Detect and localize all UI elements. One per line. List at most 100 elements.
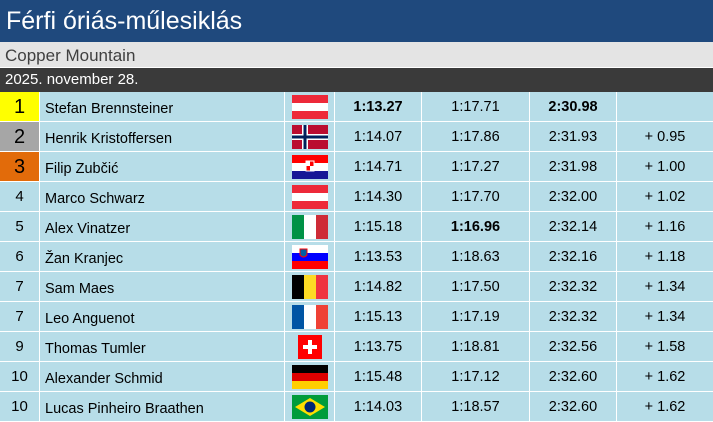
flag: [291, 244, 328, 269]
name: Marco Schwarz: [40, 182, 285, 212]
difference: + 1.00: [617, 152, 713, 182]
total: 2:32.00: [530, 182, 617, 212]
flag-cell: [285, 242, 335, 272]
run-2: 1:18.63: [422, 242, 530, 272]
rank: 2: [0, 122, 40, 152]
result-row: 5 Alex Vinatzer 1:15.18 1:16.96 2:32.14 + 1.1…: [0, 212, 713, 242]
result-row: 7 Sam Maes 1:14.82 1:17.50 2:32.32 + 1.34: [0, 272, 713, 302]
name: Žan Kranjec: [40, 242, 285, 272]
rank: 7: [0, 302, 40, 332]
total: 2:31.93: [530, 122, 617, 152]
total: 2:32.60: [530, 362, 617, 392]
rank: 7: [0, 272, 40, 302]
result-row: 4 Marco Schwarz 1:14.30 1:17.70 2:32.00 + 1.0…: [0, 182, 713, 212]
flag: [291, 94, 328, 119]
difference: + 1.34: [617, 302, 713, 332]
flag-cell: [285, 152, 335, 182]
result-row: 10 Lucas Pinheiro Braathen 1:14.03 1:18.57 2…: [0, 392, 713, 422]
flag: [291, 274, 328, 299]
flag: [291, 304, 328, 329]
difference: + 1.34: [617, 272, 713, 302]
total: 2:32.16: [530, 242, 617, 272]
run-2: 1:17.71: [422, 92, 530, 122]
name: Sam Maes: [40, 272, 285, 302]
results-table: 1 Stefan Brennsteiner 1:13.27 1:17.71 2:30.9…: [0, 92, 713, 422]
total: 2:32.56: [530, 332, 617, 362]
difference: [617, 92, 713, 122]
run-2: 1:18.81: [422, 332, 530, 362]
difference: + 1.62: [617, 392, 713, 422]
run-1: 1:14.82: [335, 272, 422, 302]
total: 2:32.32: [530, 272, 617, 302]
flag-cell: [285, 92, 335, 122]
run-1: 1:14.07: [335, 122, 422, 152]
run-2: 1:18.57: [422, 392, 530, 422]
difference: + 0.95: [617, 122, 713, 152]
run-1: 1:15.13: [335, 302, 422, 332]
flag: [291, 394, 328, 419]
difference: + 1.58: [617, 332, 713, 362]
flag-cell: [285, 122, 335, 152]
rank: 1: [0, 92, 40, 122]
run-2: 1:17.19: [422, 302, 530, 332]
result-row: 7 Leo Anguenot 1:15.13 1:17.19 2:32.32 + 1.34: [0, 302, 713, 332]
flag: [291, 214, 328, 239]
flag: [291, 154, 328, 179]
rank: 4: [0, 182, 40, 212]
run-2: 1:17.86: [422, 122, 530, 152]
rank: 10: [0, 392, 40, 422]
run-1: 1:15.48: [335, 362, 422, 392]
name: Alex Vinatzer: [40, 212, 285, 242]
run-1: 1:13.75: [335, 332, 422, 362]
flag: [291, 184, 328, 209]
run-2: 1:17.12: [422, 362, 530, 392]
name: Filip Zubčić: [40, 152, 285, 182]
run-2: 1:17.70: [422, 182, 530, 212]
run-2: 1:17.50: [422, 272, 530, 302]
run-1: 1:14.71: [335, 152, 422, 182]
name: Leo Anguenot: [40, 302, 285, 332]
name: Henrik Kristoffersen: [40, 122, 285, 152]
name: Alexander Schmid: [40, 362, 285, 392]
rank: 9: [0, 332, 40, 362]
run-1: 1:15.18: [335, 212, 422, 242]
result-row: 3 Filip Zubčić 1:14.71 1:17.27 2:31.98 + 1.00: [0, 152, 713, 182]
date: 2025. november 28.: [0, 68, 713, 92]
flag-cell: [285, 272, 335, 302]
subtitle: Copper Mountain: [0, 42, 713, 68]
flag-cell: [285, 182, 335, 212]
flag-cell: [285, 332, 335, 362]
difference: + 1.02: [617, 182, 713, 212]
flag: [297, 334, 322, 359]
flag-cell: [285, 392, 335, 422]
difference: + 1.62: [617, 362, 713, 392]
run-1: 1:14.03: [335, 392, 422, 422]
run-1: 1:13.27: [335, 92, 422, 122]
rank: 3: [0, 152, 40, 182]
rank: 6: [0, 242, 40, 272]
flag-cell: [285, 212, 335, 242]
rank: 5: [0, 212, 40, 242]
run-1: 1:13.53: [335, 242, 422, 272]
result-row: 10 Alexander Schmid 1:15.48 1:17.12 2:32.60 +…: [0, 362, 713, 392]
total: 2:32.14: [530, 212, 617, 242]
run-1: 1:14.30: [335, 182, 422, 212]
title: Férfi óriás-műlesiklás: [0, 0, 713, 42]
rank: 10: [0, 362, 40, 392]
total: 2:30.98: [530, 92, 617, 122]
result-row: 6 Žan Kranjec 1:13.53 1:18.63 2:32.16 + 1.18: [0, 242, 713, 272]
run-2: 1:16.96: [422, 212, 530, 242]
total: 2:32.60: [530, 392, 617, 422]
name: Thomas Tumler: [40, 332, 285, 362]
run-2: 1:17.27: [422, 152, 530, 182]
difference: + 1.16: [617, 212, 713, 242]
difference: + 1.18: [617, 242, 713, 272]
flag: [291, 124, 328, 149]
result-row: 1 Stefan Brennsteiner 1:13.27 1:17.71 2:30.9…: [0, 92, 713, 122]
total: 2:32.32: [530, 302, 617, 332]
flag-cell: [285, 362, 335, 392]
flag-cell: [285, 302, 335, 332]
flag: [291, 364, 328, 389]
name: Lucas Pinheiro Braathen: [40, 392, 285, 422]
